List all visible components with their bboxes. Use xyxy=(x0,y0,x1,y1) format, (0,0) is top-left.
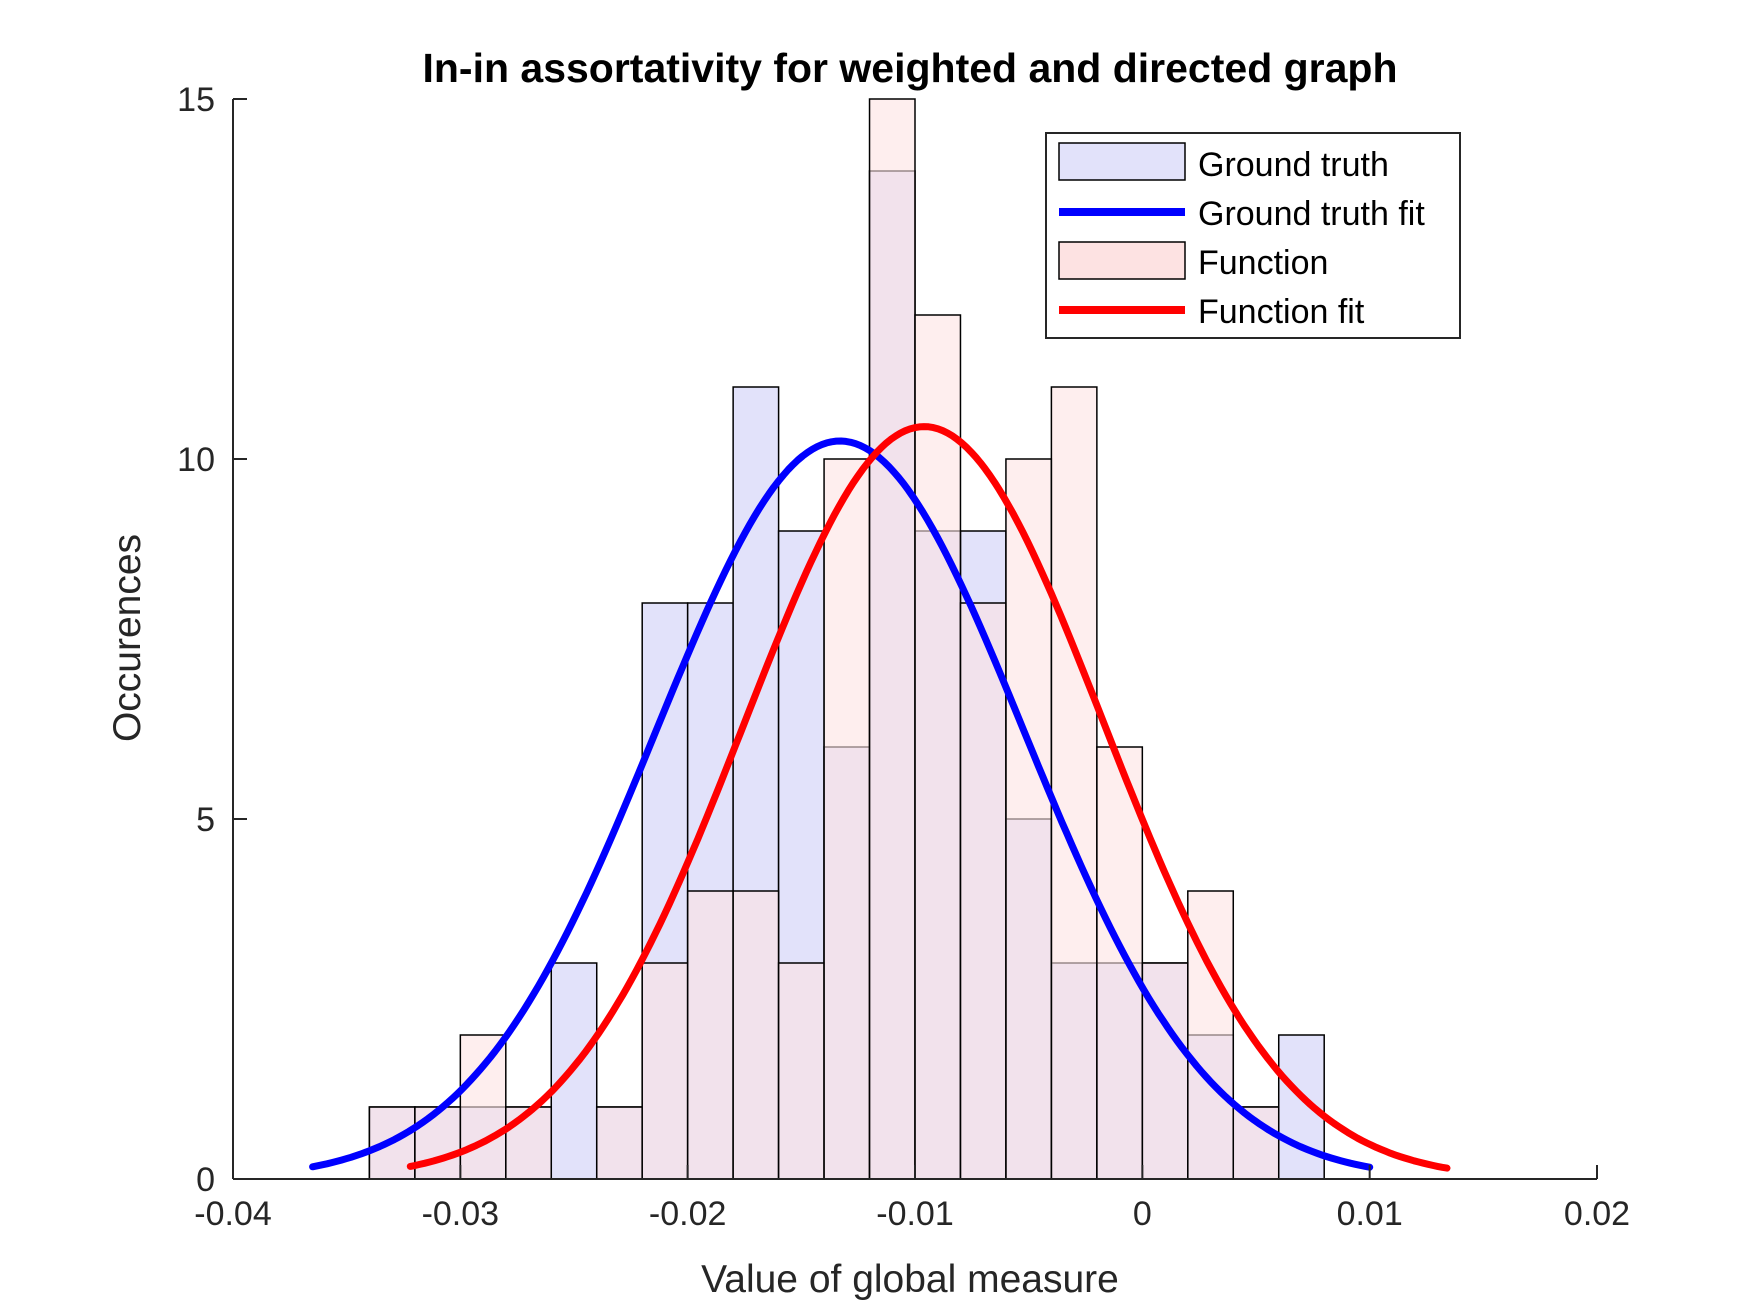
function-bar-13 xyxy=(959,602,1007,1180)
function-bar-8 xyxy=(732,890,780,1180)
y-tick-label: 5 xyxy=(196,801,215,839)
x-tick-label: 0.02 xyxy=(1564,1195,1630,1233)
x-axis-label: Value of global measure xyxy=(701,1258,1119,1301)
function-bar-7 xyxy=(686,890,734,1180)
legend-label-ground-truth: Ground truth xyxy=(1198,146,1389,184)
function-bar-6 xyxy=(641,962,689,1180)
function-bar-1 xyxy=(414,1106,462,1180)
x-tick-label: 0.01 xyxy=(1337,1195,1403,1233)
function-bar-16 xyxy=(1096,746,1144,1180)
y-axis-label: Occurences xyxy=(106,534,149,742)
y-tick-label: 0 xyxy=(196,1161,215,1199)
function-bar-14 xyxy=(1005,458,1053,1180)
y-tick-label: 15 xyxy=(177,81,215,119)
legend-label-function: Function xyxy=(1198,244,1328,282)
function-bar-2 xyxy=(459,1034,507,1180)
x-tick-label: 0 xyxy=(1133,1195,1152,1233)
chart-title: In-in assortativity for weighted and dir… xyxy=(422,45,1397,91)
function-bar-15 xyxy=(1050,386,1098,1180)
function-bar-5 xyxy=(595,1106,643,1180)
ground-truth-fit-curve xyxy=(309,437,1374,1171)
function-bar-3 xyxy=(505,1106,553,1180)
x-tick-label: -0.03 xyxy=(422,1195,500,1233)
fit-curves xyxy=(309,423,1451,1172)
legend-swatch-ground-truth xyxy=(1058,142,1186,181)
y-tick-label: 10 xyxy=(177,441,215,479)
x-tick-label: -0.02 xyxy=(649,1195,727,1233)
x-axis-ticks: -0.04 -0.03 -0.02 -0.01 0 0.01 0.02 xyxy=(194,1165,1630,1233)
function-bars xyxy=(368,98,1280,1180)
function-bar-10 xyxy=(823,458,871,1180)
y-axis-ticks: 0 5 10 15 xyxy=(177,81,247,1199)
x-tick-label: -0.01 xyxy=(876,1195,954,1233)
function-bar-12 xyxy=(914,314,962,1180)
legend-label-function-fit: Function fit xyxy=(1198,293,1365,331)
function-bar-9 xyxy=(777,962,825,1180)
function-bar-11 xyxy=(868,98,916,1180)
x-tick-label: -0.04 xyxy=(194,1195,272,1233)
legend-label-ground-truth-fit: Ground truth fit xyxy=(1198,195,1425,233)
legend: Ground truth Ground truth fit Function F… xyxy=(1045,132,1461,339)
function-fit-curve xyxy=(406,423,1451,1172)
legend-swatch-function xyxy=(1058,241,1186,280)
